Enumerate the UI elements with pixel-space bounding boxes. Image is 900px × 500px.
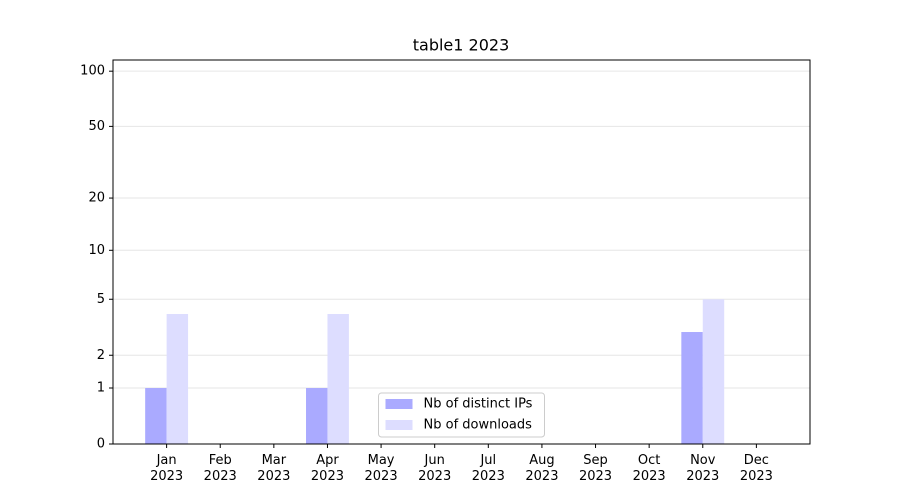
x-tick-label: Jul 2023 [471, 453, 505, 484]
x-tick-label: Apr 2023 [310, 453, 344, 484]
y-tick-label: 50 [88, 119, 105, 134]
x-tick-label: Oct 2023 [632, 453, 666, 484]
legend-swatch [385, 399, 413, 409]
legend-swatch [385, 420, 413, 430]
x-tick-label: Jun 2023 [418, 453, 452, 484]
legend-box [378, 392, 545, 438]
x-tick-label: Feb 2023 [203, 453, 237, 484]
y-tick-label: 10 [88, 243, 105, 258]
x-tick-label: Nov 2023 [686, 453, 720, 484]
y-tick-label: 100 [80, 64, 105, 79]
bar [306, 388, 328, 444]
bar [681, 332, 703, 444]
y-tick-label: 20 [88, 191, 105, 206]
y-tick-label: 5 [97, 292, 105, 307]
bar [702, 299, 725, 444]
y-tick-label: 2 [97, 348, 105, 363]
chart-title: table1 2023 [413, 36, 510, 55]
x-tick-label: Sep 2023 [578, 453, 613, 484]
x-tick-label: Dec 2023 [739, 453, 773, 484]
bar [327, 313, 349, 444]
x-tick-label: May 2023 [364, 453, 398, 484]
x-tick-label: Mar 2023 [257, 453, 291, 484]
x-tick-label: Jan 2023 [150, 453, 184, 484]
legend-label: Nb of downloads [424, 418, 533, 433]
plot-frame [112, 59, 811, 445]
legend-label: Nb of distinct IPs [424, 397, 533, 412]
y-tick-label: 1 [97, 381, 105, 396]
bar [145, 388, 167, 444]
y-tick-label: 0 [97, 437, 105, 452]
bar [166, 313, 189, 444]
x-tick-label: Aug 2023 [525, 453, 559, 484]
legend: Nb of distinct IPs Nb of downloads [378, 392, 545, 438]
grid [113, 70, 810, 445]
